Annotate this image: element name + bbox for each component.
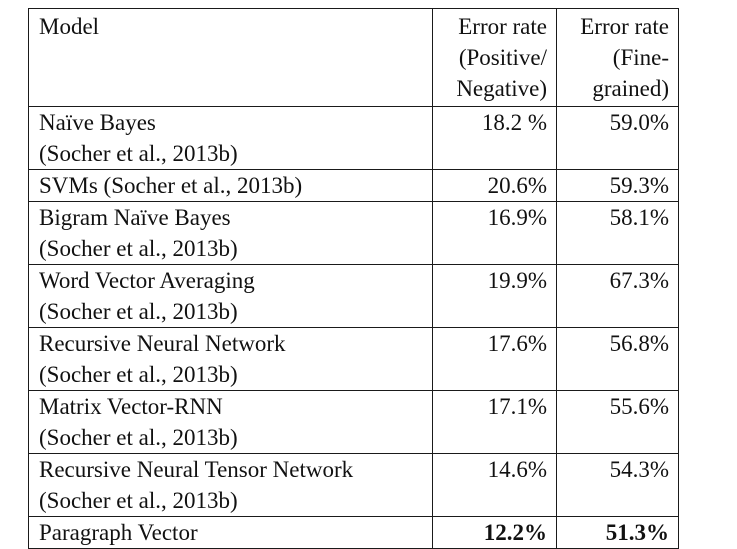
error-rate-fine-grained-cell: 59.3% — [556, 169, 679, 202]
model-name-line: (Socher et al., 2013b) — [39, 488, 238, 513]
error-rate-positive-negative-cell: 18.2 % — [432, 106, 557, 170]
model-cell: Paragraph Vector — [28, 516, 433, 549]
error-rate-fine-grained-cell: 56.8% — [556, 327, 679, 391]
header-model-line: Model — [39, 14, 100, 39]
header-pn-line: Error rate — [458, 14, 547, 39]
table-row: Recursive Neural Tensor Network (Socher e… — [28, 453, 679, 517]
model-name-line: Matrix Vector-RNN — [39, 394, 223, 419]
model-name-line: SVMs (Socher et al., 2013b) — [39, 173, 303, 198]
table-row: Paragraph Vector 12.2% 51.3% — [28, 516, 679, 549]
model-name-line: (Socher et al., 2013b) — [39, 299, 238, 324]
model-name-line: Naïve Bayes — [39, 110, 156, 135]
model-cell: SVMs (Socher et al., 2013b) — [28, 169, 433, 202]
error-rate-positive-negative-cell: 16.9% — [432, 201, 557, 265]
error-rate-fine-grained-cell: 51.3% — [556, 516, 679, 549]
error-rate-fine-grained-cell: 54.3% — [556, 453, 679, 517]
error-rate-positive-negative-cell: 12.2% — [432, 516, 557, 549]
error-rate-positive-negative-cell: 17.1% — [432, 390, 557, 454]
model-cell: Naïve Bayes (Socher et al., 2013b) — [28, 106, 433, 170]
table-body: Naïve Bayes (Socher et al., 2013b) 18.2 % 5… — [28, 106, 679, 549]
error-rate-fine-grained-cell: 67.3% — [556, 264, 679, 328]
error-rate-fine-grained-cell: 55.6% — [556, 390, 679, 454]
model-name-line: Recursive Neural Tensor Network — [39, 457, 354, 482]
header-fg-line: (Fine- — [612, 45, 669, 70]
table-row: Matrix Vector-RNN (Socher et al., 2013b) 1… — [28, 390, 679, 454]
header-row: Model Error rate (Positive/ Negative) Er… — [28, 8, 679, 107]
table-row: Recursive Neural Network (Socher et al., … — [28, 327, 679, 391]
model-name-line: Bigram Naïve Bayes — [39, 205, 231, 230]
table-row: Naïve Bayes (Socher et al., 2013b) 18.2 % 5… — [28, 106, 679, 170]
header-error-rate-fine-grained: Error rate (Fine- grained) — [556, 8, 679, 107]
model-cell: Word Vector Averaging (Socher et al., 201… — [28, 264, 433, 328]
results-table-container: Model Error rate (Positive/ Negative) Er… — [28, 8, 679, 549]
error-rate-fine-grained-cell: 58.1% — [556, 201, 679, 265]
model-name-line: (Socher et al., 2013b) — [39, 236, 238, 261]
header-fg-line: Error rate — [580, 14, 669, 39]
model-cell: Recursive Neural Network (Socher et al., … — [28, 327, 433, 391]
model-name-line: Word Vector Averaging — [39, 268, 255, 293]
model-name-line: (Socher et al., 2013b) — [39, 362, 238, 387]
error-rate-positive-negative-cell: 14.6% — [432, 453, 557, 517]
model-cell: Recursive Neural Tensor Network (Socher e… — [28, 453, 433, 517]
header-error-rate-positive-negative: Error rate (Positive/ Negative) — [432, 8, 557, 107]
table-row: SVMs (Socher et al., 2013b) 20.6% 59.3% — [28, 169, 679, 202]
model-name-line: (Socher et al., 2013b) — [39, 141, 238, 166]
table-row: Word Vector Averaging (Socher et al., 201… — [28, 264, 679, 328]
error-rate-positive-negative-cell: 19.9% — [432, 264, 557, 328]
model-name-line: (Socher et al., 2013b) — [39, 425, 238, 450]
model-cell: Matrix Vector-RNN (Socher et al., 2013b) — [28, 390, 433, 454]
header-fg-line: grained) — [592, 76, 669, 101]
model-name-line: Paragraph Vector — [39, 520, 198, 545]
header-model: Model — [28, 8, 433, 107]
header-pn-line: Negative) — [456, 76, 547, 101]
model-name-line: Recursive Neural Network — [39, 331, 286, 356]
table-row: Bigram Naïve Bayes (Socher et al., 2013b)… — [28, 201, 679, 265]
error-rate-fine-grained-cell: 59.0% — [556, 106, 679, 170]
results-table: Model Error rate (Positive/ Negative) Er… — [28, 8, 679, 549]
error-rate-positive-negative-cell: 20.6% — [432, 169, 557, 202]
model-cell: Bigram Naïve Bayes (Socher et al., 2013b) — [28, 201, 433, 265]
error-rate-positive-negative-cell: 17.6% — [432, 327, 557, 391]
header-pn-line: (Positive/ — [458, 45, 547, 70]
